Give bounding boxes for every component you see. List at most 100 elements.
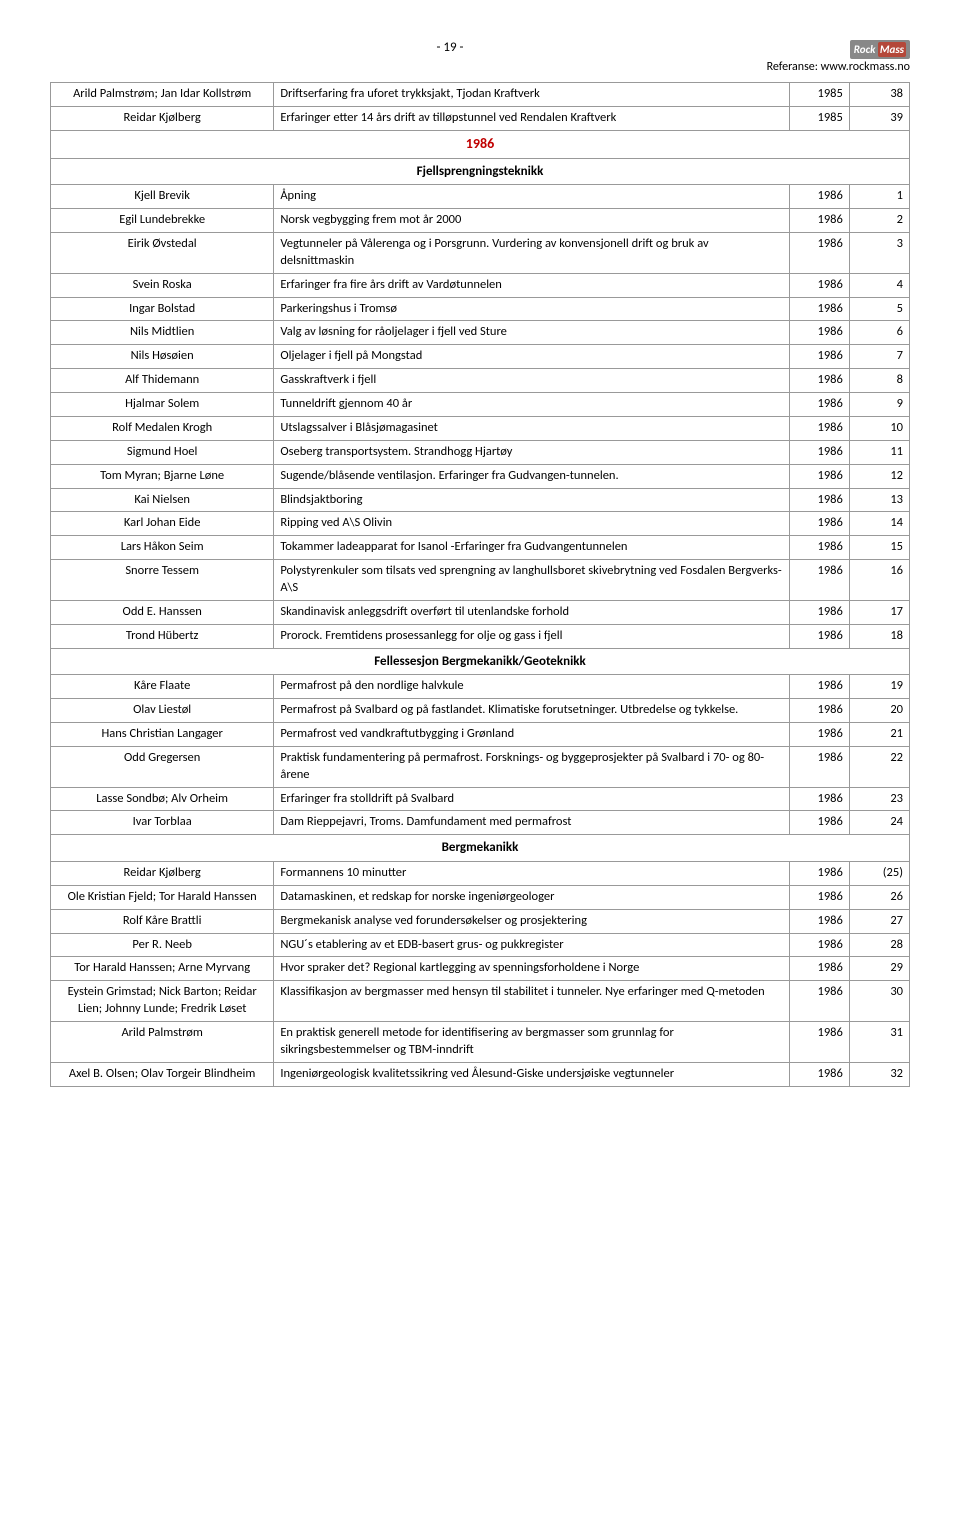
- title-cell: Permafrost på Svalbard og på fastlandet.…: [274, 699, 789, 723]
- year-cell: 1986: [789, 297, 849, 321]
- table-row: Sigmund HoelOseberg transportsystem. Str…: [51, 440, 910, 464]
- year-cell: 1986: [789, 722, 849, 746]
- author-cell: Sigmund Hoel: [51, 440, 274, 464]
- page-cell: 9: [849, 393, 909, 417]
- page-cell: 24: [849, 811, 909, 835]
- table-row: Egil LundebrekkeNorsk vegbygging frem mo…: [51, 209, 910, 233]
- page-cell: 12: [849, 464, 909, 488]
- year-cell: 1986: [789, 981, 849, 1022]
- table-row: Ivar TorblaaDam Rieppejavri, Troms. Damf…: [51, 811, 910, 835]
- title-cell: Polystyrenkuler som tilsats ved sprengni…: [274, 560, 789, 601]
- author-cell: Lars Håkon Seim: [51, 536, 274, 560]
- page-cell: 15: [849, 536, 909, 560]
- year-cell: 1986: [789, 1022, 849, 1063]
- page-cell: 22: [849, 746, 909, 787]
- author-cell: Ingar Bolstad: [51, 297, 274, 321]
- page-cell: 5: [849, 297, 909, 321]
- title-cell: Klassifikasjon av bergmasser med hensyn …: [274, 981, 789, 1022]
- table-row: Arild PalmstrømEn praktisk generell meto…: [51, 1022, 910, 1063]
- year-cell: 1986: [789, 600, 849, 624]
- year-cell: 1986: [789, 675, 849, 699]
- author-cell: Alf Thidemann: [51, 369, 274, 393]
- table-row: Hjalmar SolemTunneldrift gjennom 40 år19…: [51, 393, 910, 417]
- section-heading: Fjellsprengningsteknikk: [51, 158, 910, 185]
- author-cell: Karl Johan Eide: [51, 512, 274, 536]
- page-cell: 7: [849, 345, 909, 369]
- table-row: Kai NielsenBlindsjaktboring198613: [51, 488, 910, 512]
- table-row: Kåre FlaatePermafrost på den nordlige ha…: [51, 675, 910, 699]
- table-row: Lasse Sondbø; Alv OrheimErfaringer fra s…: [51, 787, 910, 811]
- title-cell: Sugende/blåsende ventilasjon. Erfaringer…: [274, 464, 789, 488]
- author-cell: Tom Myran; Bjarne Løne: [51, 464, 274, 488]
- author-cell: Rolf Kåre Brattli: [51, 909, 274, 933]
- table-row: Rolf Kåre BrattliBergmekanisk analyse ve…: [51, 909, 910, 933]
- page-cell: 30: [849, 981, 909, 1022]
- page-cell: 26: [849, 885, 909, 909]
- title-cell: Formannens 10 minutter: [274, 861, 789, 885]
- table-row: Kjell BrevikÅpning19861: [51, 185, 910, 209]
- table-row: Eirik ØvstedalVegtunneler på Vålerenga o…: [51, 232, 910, 273]
- title-cell: Norsk vegbygging frem mot år 2000: [274, 209, 789, 233]
- title-cell: Parkeringshus i Tromsø: [274, 297, 789, 321]
- year-cell: 1986: [789, 232, 849, 273]
- year-cell: 1986: [789, 699, 849, 723]
- author-cell: Eirik Øvstedal: [51, 232, 274, 273]
- author-cell: Hans Christian Langager: [51, 722, 274, 746]
- section-year: 1986: [51, 130, 910, 158]
- year-cell: 1985: [789, 83, 849, 107]
- title-cell: Ripping ved A\S Olivin: [274, 512, 789, 536]
- title-cell: Erfaringer fra stolldrift på Svalbard: [274, 787, 789, 811]
- year-cell: 1986: [789, 933, 849, 957]
- year-cell: 1986: [789, 811, 849, 835]
- page-cell: 21: [849, 722, 909, 746]
- table-row: Alf ThidemannGasskraftverk i fjell19868: [51, 369, 910, 393]
- author-cell: Olav Liestøl: [51, 699, 274, 723]
- page-cell: 6: [849, 321, 909, 345]
- page-cell: 28: [849, 933, 909, 957]
- table-row: Karl Johan EideRipping ved A\S Olivin198…: [51, 512, 910, 536]
- title-cell: Valg av løsning for råoljelager i fjell …: [274, 321, 789, 345]
- author-cell: Eystein Grimstad; Nick Barton; Reidar Li…: [51, 981, 274, 1022]
- table-row: Odd E. HanssenSkandinavisk anleggsdrift …: [51, 600, 910, 624]
- title-cell: Tunneldrift gjennom 40 år: [274, 393, 789, 417]
- page-number: - 19 -: [170, 40, 730, 55]
- reference-text: Referanse: www.rockmass.no: [767, 60, 910, 74]
- author-cell: Nils Midtlien: [51, 321, 274, 345]
- author-cell: Odd Gregersen: [51, 746, 274, 787]
- author-cell: Kåre Flaate: [51, 675, 274, 699]
- page-cell: 11: [849, 440, 909, 464]
- year-cell: 1986: [789, 885, 849, 909]
- table-row: Tom Myran; Bjarne LøneSugende/blåsende v…: [51, 464, 910, 488]
- year-cell: 1986: [789, 209, 849, 233]
- table-row: Eystein Grimstad; Nick Barton; Reidar Li…: [51, 981, 910, 1022]
- table-row: Per R. NeebNGU´s etablering av et EDB-ba…: [51, 933, 910, 957]
- year-cell: 1986: [789, 957, 849, 981]
- year-cell: 1986: [789, 321, 849, 345]
- page-cell: 8: [849, 369, 909, 393]
- page-cell: 1: [849, 185, 909, 209]
- table-row: Ole Kristian Fjeld; Tor Harald HanssenDa…: [51, 885, 910, 909]
- year-cell: 1986: [789, 393, 849, 417]
- year-cell: 1986: [789, 536, 849, 560]
- year-cell: 1986: [789, 369, 849, 393]
- table-row: Rolf Medalen KroghUtslagssalver i Blåsjø…: [51, 416, 910, 440]
- table-row: Hans Christian LangagerPermafrost ved va…: [51, 722, 910, 746]
- author-cell: Reidar Kjølberg: [51, 106, 274, 130]
- author-cell: Hjalmar Solem: [51, 393, 274, 417]
- logo-rock: Rock: [854, 43, 876, 56]
- title-cell: Driftserfaring fra uforet trykksjakt, Tj…: [274, 83, 789, 107]
- year-cell: 1986: [789, 416, 849, 440]
- page-header: - 19 - Rock Mass Referanse: www.rockmass…: [50, 40, 910, 74]
- author-cell: Arild Palmstrøm: [51, 1022, 274, 1063]
- page-cell: 38: [849, 83, 909, 107]
- title-cell: Hvor spraker det? Regional kartlegging a…: [274, 957, 789, 981]
- table-row: Odd GregersenPraktisk fundamentering på …: [51, 746, 910, 787]
- year-cell: 1986: [789, 861, 849, 885]
- title-cell: Gasskraftverk i fjell: [274, 369, 789, 393]
- page-cell: 14: [849, 512, 909, 536]
- author-cell: Odd E. Hanssen: [51, 600, 274, 624]
- page-cell: 10: [849, 416, 909, 440]
- section-heading: Bergmekanikk: [51, 835, 910, 862]
- table-row: Olav LiestølPermafrost på Svalbard og på…: [51, 699, 910, 723]
- year-cell: 1986: [789, 560, 849, 601]
